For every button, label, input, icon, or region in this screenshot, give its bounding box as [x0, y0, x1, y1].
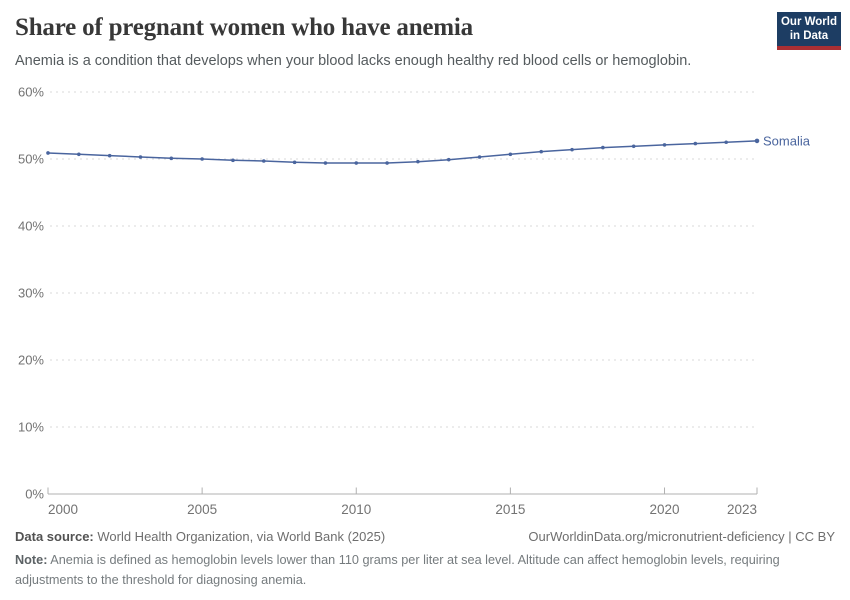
data-point-2009 [323, 161, 328, 165]
x-tick-label-2015: 2015 [495, 502, 525, 517]
entity-label-somalia[interactable]: Somalia [763, 133, 811, 148]
data-point-2012 [416, 159, 420, 164]
data-point-2023 [754, 138, 760, 144]
series-line-somalia[interactable] [47, 140, 758, 164]
data-point-2006 [231, 158, 235, 163]
data-point-2014 [477, 155, 482, 159]
data-point-2019 [631, 144, 636, 149]
y-tick-label-30: 30% [18, 286, 44, 301]
y-tick-label-60: 60% [18, 85, 44, 100]
page-title: Share of pregnant women who have anemia [15, 14, 473, 41]
data-point-2007 [261, 159, 266, 163]
y-tick-label-20: 20% [18, 353, 44, 368]
data-point-2020 [662, 143, 667, 147]
x-tick-label-2023: 2023 [727, 502, 757, 517]
x-tick-label-2000: 2000 [48, 502, 78, 517]
data-point-2002 [107, 153, 112, 158]
data-point-2017 [570, 147, 574, 152]
chart-note: Note: Anemia is defined as hemoglobin le… [15, 553, 780, 587]
data-point-2001 [77, 152, 81, 157]
y-tick-label-50: 50% [18, 152, 44, 167]
data-point-2018 [601, 145, 605, 150]
owid-url-link[interactable]: OurWorldinData.org/micronutrient-deficie… [528, 529, 835, 544]
data-point-2005 [200, 157, 204, 161]
owid-logo-text: Our World in Data [780, 15, 837, 42]
y-tick-label-0: 0% [25, 487, 44, 502]
x-tick-label-2005: 2005 [187, 502, 217, 517]
chart-footer: Data source: World Health Organization, … [15, 529, 835, 590]
data-point-2011 [385, 161, 389, 165]
data-point-2010 [354, 161, 359, 165]
y-tick-label-40: 40% [18, 219, 44, 234]
data-point-2022 [724, 140, 728, 145]
x-tick-label-2020: 2020 [649, 502, 679, 517]
data-source-text: Data source: World Health Organization, … [15, 529, 386, 544]
data-point-2013 [446, 157, 451, 162]
data-point-2008 [292, 160, 297, 165]
data-point-2000 [46, 151, 50, 155]
data-point-2016 [539, 149, 544, 154]
data-point-2003 [138, 155, 143, 159]
data-point-2021 [693, 141, 698, 146]
y-tick-label-10: 10% [18, 420, 44, 435]
x-tick-label-2010: 2010 [341, 502, 371, 517]
chart-subtitle: Anemia is a condition that develops when… [15, 53, 692, 69]
data-point-2004 [169, 156, 174, 161]
owid-logo[interactable]: Our World in Data [777, 12, 841, 50]
data-point-2015 [508, 152, 513, 157]
line-chart[interactable]: 0% 10% 20% 30% 40% 50% 60% 2000 2005 2010 2015 2020… [0, 0, 850, 525]
